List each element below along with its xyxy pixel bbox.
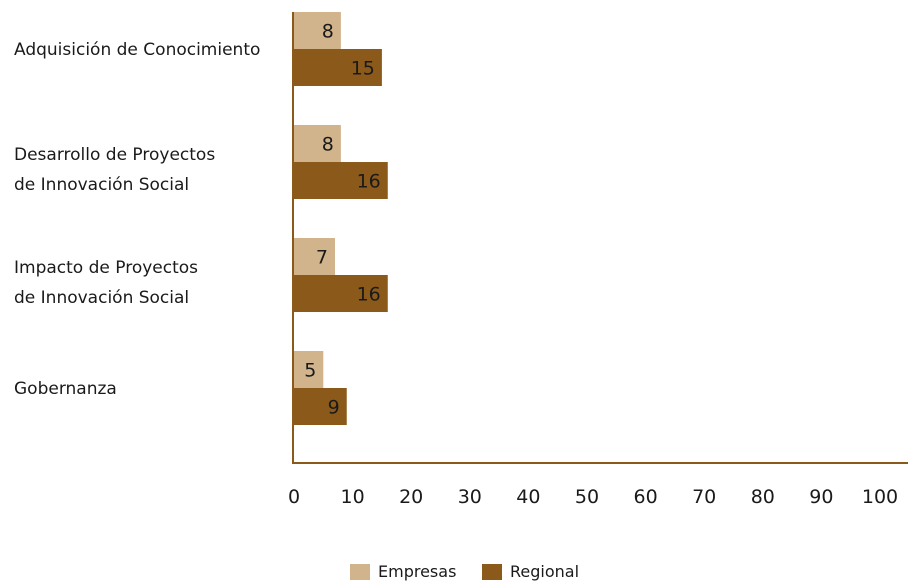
- x-tick-label-100: 100: [862, 486, 898, 508]
- x-tick-label-10: 10: [341, 486, 365, 508]
- bar-empresas-2: [294, 238, 336, 275]
- category-label-line: Impacto de Proyectos: [14, 258, 199, 278]
- x-tick-label-60: 60: [634, 486, 658, 508]
- category-label-2: Impacto de Proyectos de Innovación Social: [14, 253, 198, 313]
- legend-swatch-empresas: [350, 563, 370, 580]
- bar-regional-2: [294, 275, 388, 312]
- x-tick-label-0: 0: [288, 486, 300, 508]
- x-tick-label-80: 80: [751, 486, 775, 508]
- data-label-empresas-2: 7: [316, 247, 328, 269]
- bar-empresas-0: [294, 12, 341, 49]
- x-tick-label-40: 40: [516, 486, 540, 508]
- x-tick-label-70: 70: [692, 486, 716, 508]
- category-label-line: de Innovación Social: [14, 288, 190, 308]
- bar-empresas-3: [294, 351, 324, 388]
- data-label-regional-1: 16: [357, 171, 381, 193]
- bar-empresas-1: [294, 125, 341, 162]
- category-label-1: Desarrollo de Proyectos de Innovación Soc…: [14, 140, 215, 200]
- data-label-regional-3: 9: [328, 397, 340, 419]
- x-tick-label-50: 50: [575, 486, 599, 508]
- legend-item-empresas: Empresas: [350, 562, 456, 581]
- legend-swatch-regional: [482, 563, 502, 580]
- category-label-line: de Innovación Social: [14, 175, 190, 195]
- x-tick-label-30: 30: [458, 486, 482, 508]
- legend: Empresas Regional: [0, 562, 915, 582]
- category-label-line: Desarrollo de Proyectos: [14, 145, 216, 165]
- x-tick-label-20: 20: [399, 486, 423, 508]
- bar-regional-3: [294, 388, 347, 425]
- legend-label-regional: Regional: [510, 562, 580, 581]
- data-label-empresas-0: 8: [322, 21, 334, 43]
- data-label-regional-0: 15: [351, 58, 375, 80]
- bar-regional-1: [294, 162, 388, 199]
- x-tick-label-90: 90: [809, 486, 833, 508]
- legend-label-empresas: Empresas: [378, 562, 457, 581]
- data-label-empresas-1: 8: [322, 134, 334, 156]
- legend-item-regional: Regional: [482, 562, 579, 581]
- data-label-regional-2: 16: [357, 284, 381, 306]
- category-label-3: Gobernanza: [14, 374, 117, 404]
- category-label-line: Adquisición de Conocimiento: [14, 40, 261, 60]
- bar-regional-0: [294, 49, 382, 86]
- category-label-0: Adquisición de Conocimiento: [14, 35, 260, 65]
- category-label-line: Gobernanza: [14, 379, 117, 399]
- data-label-empresas-3: 5: [304, 360, 316, 382]
